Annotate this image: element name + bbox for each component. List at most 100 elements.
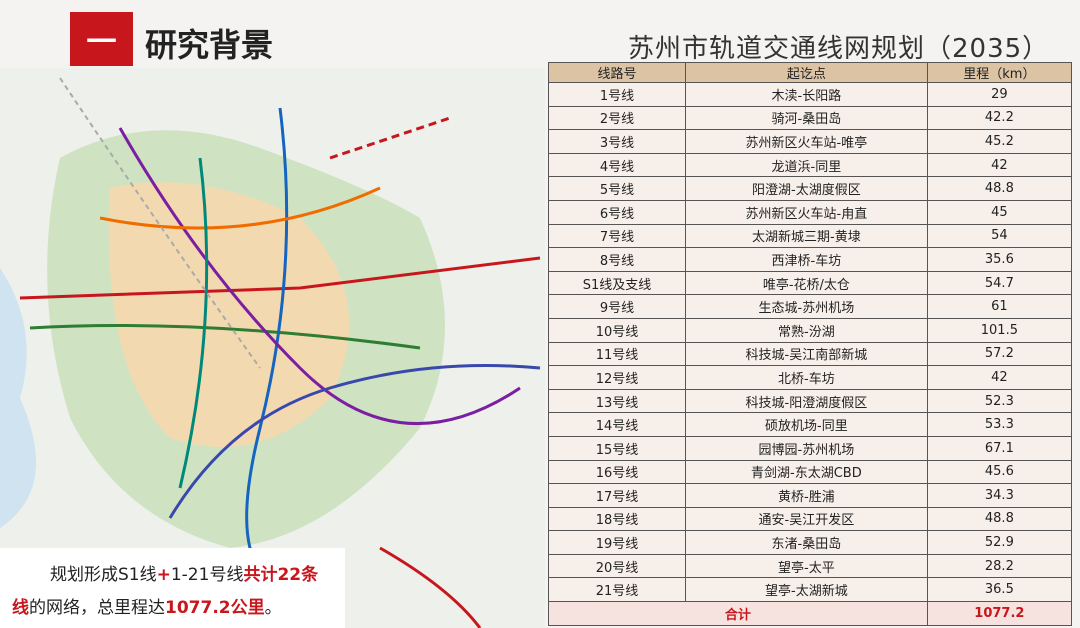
cell: 望亭-太平: [684, 553, 928, 579]
cell: 生态城-苏州机场: [684, 294, 928, 319]
cell: 唯亭-花桥/太仓: [684, 270, 928, 296]
caption-text: +: [156, 565, 171, 585]
cell: 45.6: [926, 459, 1073, 485]
table-row: 9号线 生态城-苏州机场 61: [548, 294, 1073, 319]
cell: 28.2: [926, 553, 1073, 579]
cell: 科技城-吴江南部新城: [684, 341, 928, 367]
table-row: 17号线 黄桥-胜浦 34.3: [548, 483, 1073, 508]
total-value: 1077.2: [926, 601, 1073, 626]
cell: 53.3: [926, 412, 1073, 437]
cell: 48.8: [926, 176, 1073, 201]
cell: 太湖新城三期-黄埭: [684, 223, 928, 249]
table-row: S1线及支线 唯亭-花桥/太仓 54.7: [548, 270, 1073, 296]
total-row: 合计 1077.2: [548, 601, 1073, 626]
caption-line: 线的网络，总里程达1077.2公里。: [12, 593, 282, 618]
cell: 34.3: [926, 483, 1073, 508]
cell: 北桥-车坊: [684, 365, 928, 390]
header-cell: 起讫点: [684, 62, 928, 83]
header-cell: 线路号: [548, 62, 686, 83]
caption-text: 。: [264, 598, 282, 618]
caption-text: 规划形成S1线: [50, 565, 157, 585]
table-row: 13号线 科技城-阳澄湖度假区 52.3: [548, 388, 1073, 414]
cell: 52.3: [926, 388, 1073, 414]
cell: 6号线: [548, 199, 686, 225]
cell: 29: [926, 82, 1073, 107]
table-row: 14号线 硕放机场-同里 53.3: [548, 412, 1073, 437]
table-row: 1号线 木渎-长阳路 29: [548, 82, 1073, 107]
cell: 常熟-汾湖: [684, 317, 928, 343]
cell: 45.2: [926, 129, 1073, 154]
table-row: 3号线 苏州新区火车站-唯亭 45.2: [548, 129, 1073, 154]
cell: 7号线: [548, 223, 686, 249]
cell: 东渚-桑田岛: [684, 530, 928, 555]
table-row: 11号线 科技城-吴江南部新城 57.2: [548, 341, 1073, 367]
caption-text: 共计22条: [243, 565, 319, 585]
cell: 17号线: [548, 483, 686, 508]
cell: 12号线: [548, 365, 686, 390]
cell: 11号线: [548, 341, 686, 367]
table-row: 12号线 北桥-车坊 42: [548, 365, 1073, 390]
cell: 9号线: [548, 294, 686, 319]
table-row: 4号线 龙道浜-同里 42: [548, 152, 1073, 178]
cell: 18号线: [548, 506, 686, 532]
cell: 19号线: [548, 530, 686, 555]
cell: 望亭-太湖新城: [684, 577, 928, 603]
cell: 园博园-苏州机场: [684, 435, 928, 461]
table-row: 6号线 苏州新区火车站-甪直 45: [548, 199, 1073, 225]
cell: 13号线: [548, 388, 686, 414]
table-row: 16号线 青剑湖-东太湖CBD 45.6: [548, 459, 1073, 485]
table-row: 18号线 通安-吴江开发区 48.8: [548, 506, 1073, 532]
cell: 36.5: [926, 577, 1073, 603]
cell: 骑河-桑田岛: [684, 105, 928, 131]
map: [0, 68, 545, 628]
table-row: 7号线 太湖新城三期-黄埭 54: [548, 223, 1073, 249]
cell: 通安-吴江开发区: [684, 506, 928, 532]
table-row: 10号线 常熟-汾湖 101.5: [548, 317, 1073, 343]
header-row: 线路号 起讫点 里程（km）: [548, 62, 1073, 83]
cell: 14号线: [548, 412, 686, 437]
cell: 42: [926, 365, 1073, 390]
cell: 15号线: [548, 435, 686, 461]
cell: 1号线: [548, 82, 686, 107]
cell: 2号线: [548, 105, 686, 131]
header-cell: 里程（km）: [926, 62, 1073, 83]
table-row: 20号线 望亭-太平 28.2: [548, 553, 1073, 579]
cell: 科技城-阳澄湖度假区: [684, 388, 928, 414]
caption-text: 线: [12, 598, 29, 618]
cell: 黄桥-胜浦: [684, 483, 928, 508]
cell: 52.9: [926, 530, 1073, 555]
cell: 5号线: [548, 176, 686, 201]
cell: 42.2: [926, 105, 1073, 131]
section-number: 一: [70, 12, 133, 66]
cell: 龙道浜-同里: [684, 152, 928, 178]
cell: 硕放机场-同里: [684, 412, 928, 437]
table-row: 15号线 园博园-苏州机场 67.1: [548, 435, 1073, 461]
total-label: 合计: [548, 601, 928, 626]
cell: 苏州新区火车站-甪直: [684, 199, 928, 225]
cell: 3号线: [548, 129, 686, 154]
table-row: 21号线 望亭-太湖新城 36.5: [548, 577, 1073, 603]
cell: 8号线: [548, 247, 686, 272]
cell: 16号线: [548, 459, 686, 485]
table-row: 19号线 东渚-桑田岛 52.9: [548, 530, 1073, 555]
cell: 木渎-长阳路: [684, 82, 928, 107]
section-title: 研究背景: [145, 26, 274, 64]
cell: 48.8: [926, 506, 1073, 532]
table: 线路号 起讫点 里程（km） 1号线 木渎-长阳路 29 2号线 骑河-桑田岛 42.2 3号线苏…: [548, 62, 1073, 626]
cell: 45: [926, 199, 1073, 225]
cell: 101.5: [926, 317, 1073, 343]
cell: 67.1: [926, 435, 1073, 461]
cell: 10号线: [548, 317, 686, 343]
cell: 20号线: [548, 553, 686, 579]
cell: 42: [926, 152, 1073, 178]
table-row: 8号线 西津桥-车坊 35.6: [548, 247, 1073, 272]
cell: S1线及支线: [548, 270, 686, 296]
cell: 61: [926, 294, 1073, 319]
cell: 54: [926, 223, 1073, 249]
cell: 西津桥-车坊: [684, 247, 928, 272]
cell: 57.2: [926, 341, 1073, 367]
caption-text: 1077.2公里: [165, 598, 265, 618]
caption-text: 的网络，总里程达: [29, 598, 165, 618]
caption-line: 规划形成S1线+1-21号线共计22条: [50, 560, 318, 585]
